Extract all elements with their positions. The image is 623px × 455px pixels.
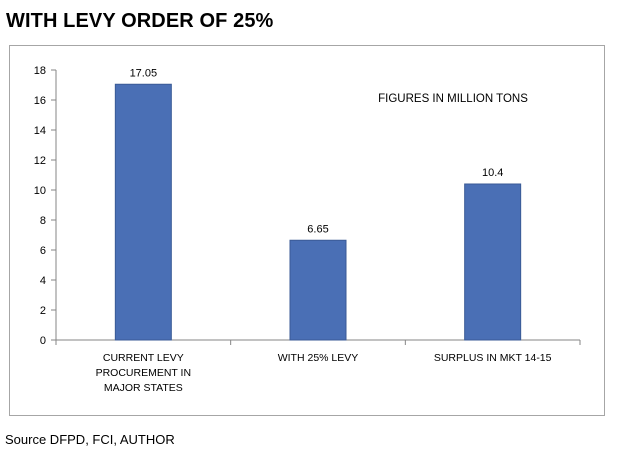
y-tick-label: 14 xyxy=(34,125,46,137)
bar xyxy=(289,239,347,341)
data-label: 17.05 xyxy=(130,67,158,79)
chart-annotation: FIGURES IN MILLION TONS xyxy=(378,93,528,105)
data-label: 10.4 xyxy=(482,167,503,179)
bar xyxy=(114,83,172,341)
y-tick-label: 10 xyxy=(34,185,46,197)
data-label: 6.65 xyxy=(307,223,328,235)
y-tick-label: 4 xyxy=(40,275,46,287)
y-tick-label: 8 xyxy=(40,215,46,227)
label-layer: 17.05 CURRENT LEVY PROCUREMENT IN MAJOR STA… xyxy=(96,67,552,394)
x-category-label: CURRENT LEVY xyxy=(103,352,184,364)
bar xyxy=(464,183,522,341)
y-tick-label: 0 xyxy=(40,335,46,347)
x-category-label: WITH 25% LEVY xyxy=(278,352,359,364)
x-category-label: PROCUREMENT IN xyxy=(96,367,191,379)
page-title: WITH LEVY ORDER OF 25% xyxy=(6,10,274,32)
x-category-label: MAJOR STATES xyxy=(104,382,183,394)
source-note: Source DFPD, FCI, AUTHOR xyxy=(5,432,175,447)
bar-layer xyxy=(114,83,522,341)
y-tick-label: 12 xyxy=(34,155,46,167)
y-tick-label: 16 xyxy=(34,95,46,107)
y-tick-label: 2 xyxy=(40,305,46,317)
y-tick-label: 18 xyxy=(34,65,46,77)
y-tick-label: 6 xyxy=(40,245,46,257)
x-category-label: SURPLUS IN MKT 14-15 xyxy=(434,352,552,364)
